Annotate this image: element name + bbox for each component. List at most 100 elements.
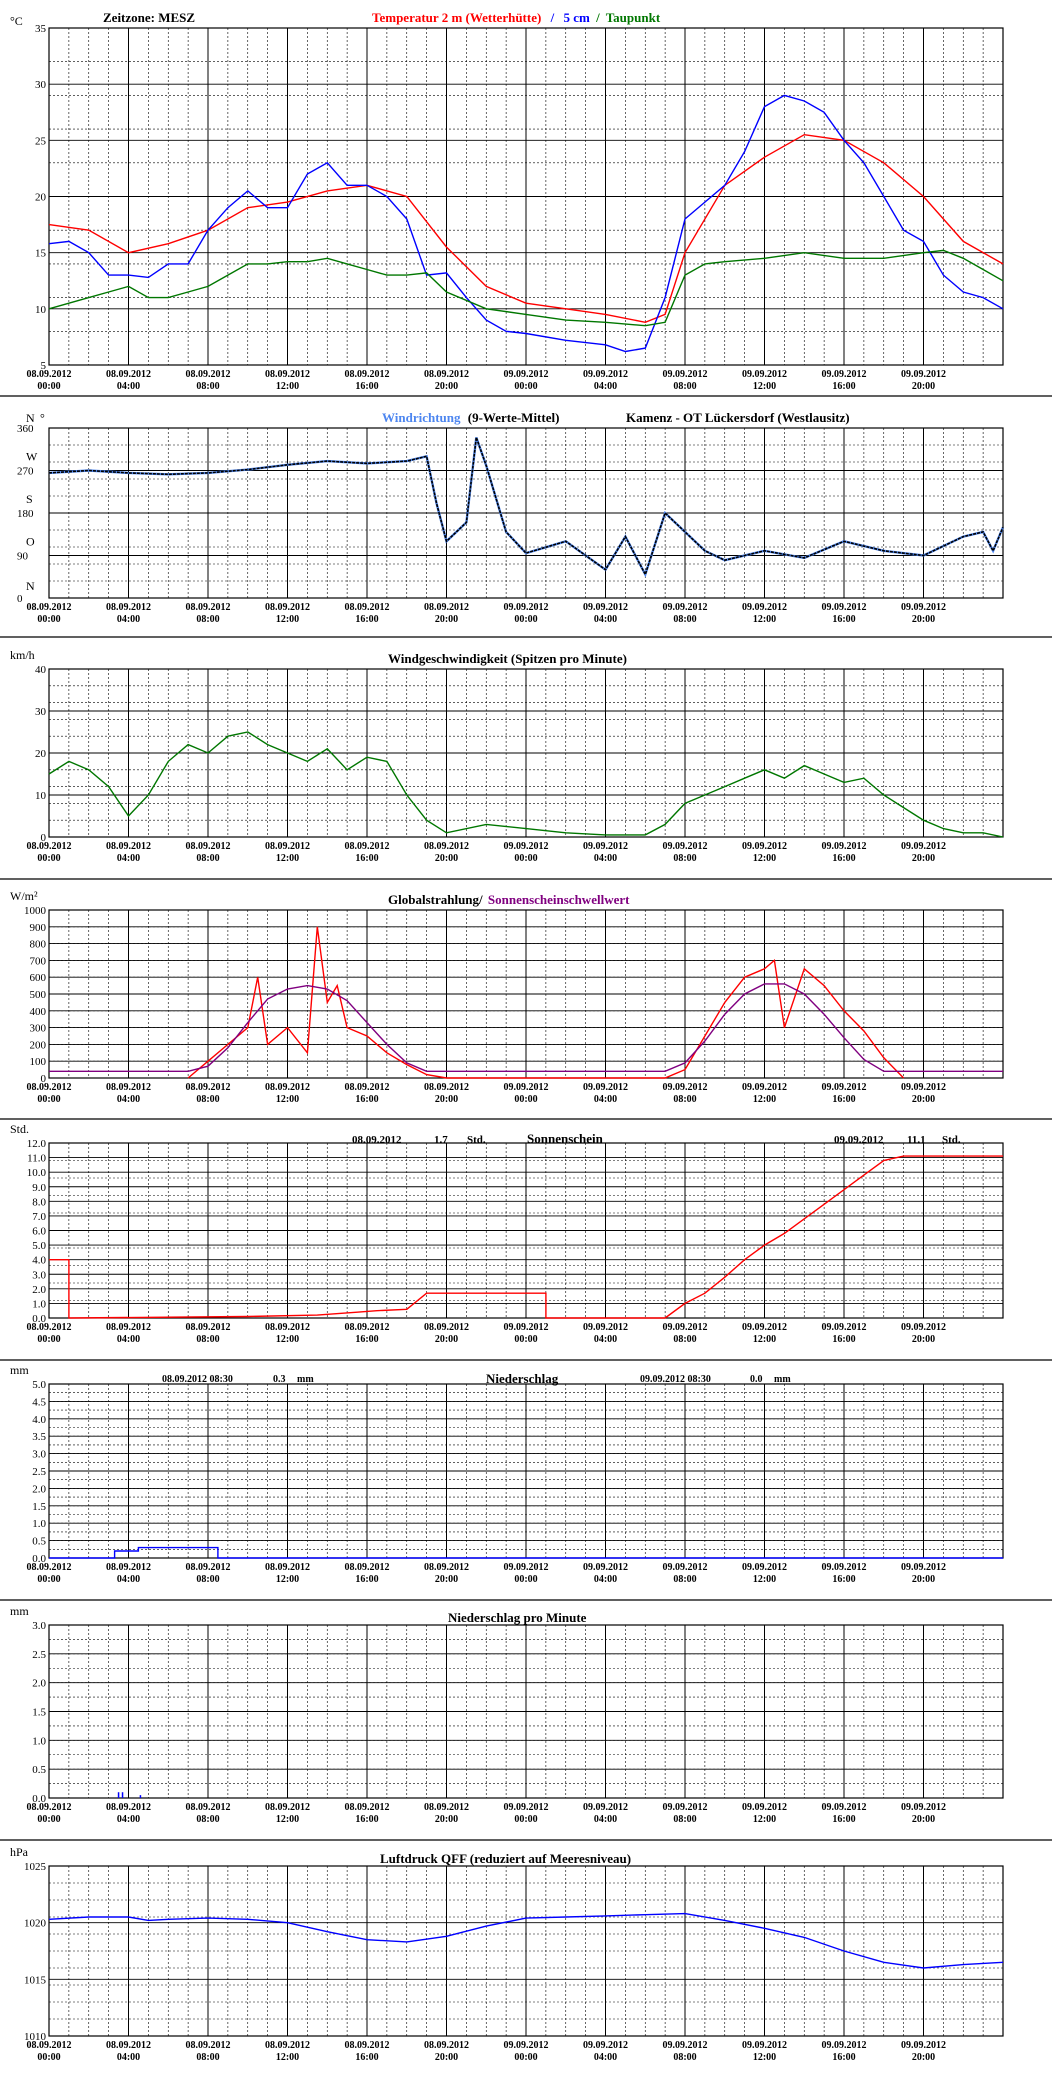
x-tick-date: 08.09.2012 [265,602,310,613]
x-tick-date: 08.09.2012 [265,1562,310,1573]
x-tick-date: 09.09.2012 [822,2040,867,2051]
y-tick-label: 4.0 [32,1255,46,1267]
x-tick-date: 08.09.2012 [106,841,151,852]
y-tick-label: 3.0 [32,1620,46,1632]
sun-day2-value: 11.1 [907,1134,926,1146]
y-tick-label: 5 [41,360,47,372]
x-tick-date: 09.09.2012 [901,2040,946,2051]
x-tick-date: 08.09.2012 [345,1322,390,1333]
y-tick-label: 15 [35,248,47,260]
x-tick-date: 08.09.2012 [345,1562,390,1573]
x-tick-time: 20:00 [912,381,935,392]
x-tick-time: 20:00 [912,853,935,864]
x-tick-date: 08.09.2012 [424,1802,469,1813]
precip-day2-unit: mm [774,1374,791,1385]
chart-panel-precipitation: 0.00.51.01.52.02.53.03.54.04.55.0mm08.09… [10,1363,1004,1585]
x-tick-date: 09.09.2012 [901,1562,946,1573]
x-tick-time: 12:00 [753,1814,776,1825]
x-tick-date: 08.09.2012 [186,1802,231,1813]
x-tick-date: 08.09.2012 [345,369,390,380]
x-tick-date: 08.09.2012 [265,1082,310,1093]
y-axis-unit: hPa [10,1845,29,1859]
x-tick-date: 09.09.2012 [742,602,787,613]
x-tick-date: 08.09.2012 [424,1562,469,1573]
legend-sep2: / [595,10,600,25]
y-tick-label: 500 [30,989,47,1001]
x-tick-time: 08:00 [673,1814,696,1825]
y-tick-label: 2.0 [32,1284,46,1296]
x-tick-time: 20:00 [912,614,935,625]
y-axis-unit: W/m² [10,889,38,903]
x-tick-date: 08.09.2012 [265,1322,310,1333]
x-tick-time: 12:00 [276,614,299,625]
x-tick-time: 04:00 [594,381,617,392]
x-tick-date: 08.09.2012 [345,2040,390,2051]
y-tick-label: 0.0 [32,1313,46,1325]
x-tick-time: 00:00 [37,1094,60,1105]
y-tick-label: 10.0 [27,1167,47,1179]
x-tick-date: 09.09.2012 [663,2040,708,2051]
x-tick-time: 16:00 [832,1334,855,1345]
y-tick-label: 0 [17,593,23,605]
y-tick-label: 0 [41,832,47,844]
x-tick-date: 09.09.2012 [583,369,628,380]
x-tick-time: 00:00 [514,1334,537,1345]
x-tick-date: 09.09.2012 [822,1562,867,1573]
x-tick-time: 08:00 [673,1574,696,1585]
y-tick-label: 2.5 [32,1649,46,1661]
x-tick-time: 12:00 [276,853,299,864]
x-tick-date: 08.09.2012 [424,602,469,613]
x-tick-date: 08.09.2012 [424,369,469,380]
y-tick-label: 12.0 [27,1138,47,1150]
x-tick-date: 08.09.2012 [186,602,231,613]
y-tick-label: 0.0 [32,1553,46,1565]
x-tick-date: 08.09.2012 [186,1562,231,1573]
x-tick-time: 20:00 [912,1094,935,1105]
y-tick-label: 20 [35,748,47,760]
x-tick-time: 08:00 [196,1334,219,1345]
y-tick-label: 6.0 [32,1226,46,1238]
precipitation-title: Niederschlag [486,1371,559,1386]
x-tick-date: 09.09.2012 [901,602,946,613]
y-tick-label: 10 [35,790,47,802]
x-tick-date: 08.09.2012 [106,369,151,380]
temp-2m-legend: Temperatur 2 m (Wetterhütte) [372,10,541,25]
x-tick-time: 04:00 [594,2052,617,2063]
x-tick-date: 09.09.2012 [504,369,549,380]
x-tick-date: 08.09.2012 [265,369,310,380]
y-tick-label: 0 [41,1073,47,1085]
x-tick-time: 00:00 [37,853,60,864]
chart-panel-sunshine: 0.0 1.0 2.0 3.0 4.0 5.0 6.0 7.0 8.0 9.0 10.0 11.0 12… [10,1122,1004,1345]
x-tick-date: 08.09.2012 [27,2040,72,2051]
series-niederschlag [49,1546,1003,1559]
series-5-cm [48,94,1004,353]
x-tick-date: 08.09.2012 [186,2040,231,2051]
x-tick-time: 08:00 [673,381,696,392]
x-tick-time: 12:00 [276,1814,299,1825]
x-tick-date: 08.09.2012 [186,369,231,380]
series-windgeschwindigkeit [48,731,1004,838]
x-tick-time: 20:00 [435,381,458,392]
x-tick-time: 16:00 [355,1334,378,1345]
x-tick-date: 09.09.2012 [742,841,787,852]
y-tick-label: 3.0 [32,1269,46,1281]
x-tick-date: 09.09.2012 [583,841,628,852]
x-tick-date: 09.09.2012 [583,1322,628,1333]
x-tick-time: 16:00 [355,381,378,392]
wind-average-legend: (9-Werte-Mittel) [468,410,560,425]
x-tick-time: 20:00 [912,2052,935,2063]
x-tick-date: 09.09.2012 [742,369,787,380]
y-tick-label: 3.0 [32,1449,46,1461]
wind-speed-title: Windgeschwindigkeit (Spitzen pro Minute) [388,651,627,666]
timezone-label: Zeitzone: MESZ [103,10,195,25]
x-tick-time: 16:00 [832,1574,855,1585]
y-tick-label: 4.5 [32,1396,46,1408]
y-tick-label: 5.0 [32,1379,46,1391]
x-tick-time: 20:00 [435,1574,458,1585]
y-tick-label: 8.0 [32,1196,46,1208]
y-tick-label: 0.5 [32,1764,46,1776]
x-tick-date: 09.09.2012 [822,602,867,613]
chart-panel-precipitation_per_minute: 0.00.51.01.52.02.53.0mm08.09.201200:0008… [10,1604,1004,1825]
